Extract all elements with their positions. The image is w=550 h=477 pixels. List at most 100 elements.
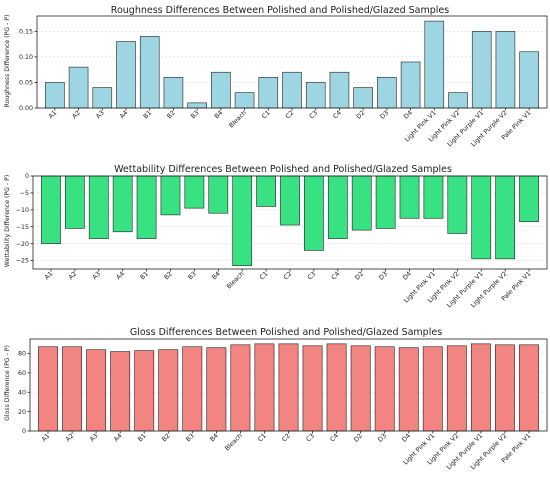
roughness-bar <box>258 77 279 109</box>
wettability-bar <box>519 175 539 222</box>
roughness-x-tick-label: D4 <box>403 109 414 120</box>
roughness-x-tick-label: D3 <box>379 109 390 120</box>
wettability-x-tick-label: C3 <box>306 270 317 281</box>
roughness-bar <box>305 82 326 109</box>
wettability-x-tick-label: B1 <box>139 270 150 281</box>
roughness-bar <box>448 92 468 109</box>
gloss-bar <box>62 346 82 432</box>
roughness-bar <box>329 71 350 109</box>
gloss-bar <box>326 343 347 432</box>
wettability-y-tick-label: −15 <box>16 224 29 231</box>
wettability-x-tick-label: D4 <box>402 270 413 281</box>
roughness-x-tick-label: B1 <box>142 109 153 120</box>
wettability-bar <box>471 175 492 260</box>
gloss-bar <box>134 350 155 432</box>
wettability-bar <box>64 175 85 229</box>
wettability-plot-frame <box>32 175 548 270</box>
wettability-chart-title: Wettability Differences Between Polished… <box>114 164 452 175</box>
roughness-bar <box>139 36 160 109</box>
gloss-bar <box>495 344 515 432</box>
wettability-chart: Wettability Differences Between Polished… <box>4 164 548 309</box>
gloss-y-tick-label: 20 <box>18 409 26 416</box>
roughness-bar <box>471 31 492 109</box>
gloss-x-tick-label: A2 <box>65 432 76 443</box>
gloss-x-tick-label: A4 <box>113 432 124 443</box>
roughness-bar <box>45 82 65 109</box>
roughness-bar <box>353 87 373 109</box>
wettability-bar <box>399 175 420 219</box>
gloss-y-tick-label: 60 <box>18 370 26 377</box>
gloss-x-tick-label: A1 <box>41 432 52 443</box>
gloss-x-tick-label: B2 <box>161 432 172 443</box>
roughness-y-tick-label: 0.00 <box>19 105 33 112</box>
roughness-bar <box>163 77 184 109</box>
wettability-bar <box>184 175 205 209</box>
wettability-y-tick-label: −20 <box>16 241 29 248</box>
wettability-x-tick-label: B2 <box>163 270 174 281</box>
roughness-x-tick-label: B4 <box>213 109 224 120</box>
roughness-bar <box>68 66 89 109</box>
wettability-y-tick-label: −5 <box>20 190 29 197</box>
roughness-bar <box>92 87 113 109</box>
gloss-bar <box>398 347 419 432</box>
wettability-x-tick-label: B3 <box>187 270 198 281</box>
wettability-bar <box>208 175 229 214</box>
wettability-y-tick-label: −25 <box>16 258 29 265</box>
gloss-x-tick-label: B3 <box>185 432 196 443</box>
gloss-bar <box>38 346 58 432</box>
gloss-bar <box>470 343 491 432</box>
roughness-chart: Roughness Differences Between Polished a… <box>4 5 548 148</box>
gloss-bar <box>158 349 179 432</box>
wettability-bar <box>351 175 372 231</box>
gloss-y-tick-label: 0 <box>22 428 26 435</box>
roughness-x-tick-label: B3 <box>190 109 201 120</box>
wettability-x-tick-label: C4 <box>330 270 341 281</box>
wettability-bar <box>327 175 348 239</box>
gloss-bar <box>206 347 227 432</box>
roughness-y-axis-label: Roughness Difference (PG - P) <box>4 15 11 108</box>
wettability-bar <box>232 175 253 266</box>
gloss-bar <box>374 346 395 432</box>
gloss-x-tick-label: C4 <box>329 432 340 443</box>
roughness-y-tick-label: 0.05 <box>19 80 33 87</box>
roughness-bar <box>400 61 421 109</box>
wettability-y-tick-label: 0 <box>25 173 29 180</box>
wettability-x-tick-label: D3 <box>378 270 389 281</box>
wettability-x-tick-label: A2 <box>67 270 78 281</box>
wettability-x-tick-label: Bleach <box>226 270 246 290</box>
gloss-x-tick-label: C3 <box>305 432 316 443</box>
wettability-bar <box>160 175 181 216</box>
gloss-bar <box>86 349 107 432</box>
gloss-x-tick-label: Bleach <box>224 432 244 452</box>
wettability-bar <box>447 175 468 234</box>
roughness-bar <box>424 20 445 109</box>
roughness-y-tick-label: 0.10 <box>19 54 33 61</box>
wettability-x-tick-label: A1 <box>44 270 55 281</box>
gloss-x-tick-label: B4 <box>209 432 220 443</box>
wettability-x-tick-label: D2 <box>354 270 365 281</box>
wettability-y-axis-label: Wettability Difference (PG - P) <box>4 175 11 267</box>
gloss-bar <box>422 346 443 432</box>
gloss-x-tick-label: D3 <box>377 432 388 443</box>
wettability-bar <box>304 175 324 251</box>
roughness-bar <box>377 77 397 109</box>
gloss-bar <box>278 343 299 432</box>
gloss-chart: Gloss Differences Between Polished and P… <box>4 327 548 471</box>
wettability-bar <box>280 175 300 226</box>
wettability-bar <box>423 175 444 219</box>
gloss-x-tick-label: B1 <box>137 432 148 443</box>
roughness-x-tick-label: A3 <box>95 109 106 120</box>
roughness-bar <box>187 102 207 109</box>
roughness-bar <box>495 31 516 109</box>
wettability-bar <box>136 175 157 239</box>
roughness-bar <box>211 71 231 109</box>
gloss-bar <box>302 345 323 432</box>
gloss-bar <box>230 344 251 432</box>
roughness-x-tick-label: A4 <box>119 109 130 120</box>
gloss-bar <box>446 345 467 432</box>
roughness-x-tick-label: C2 <box>285 109 296 120</box>
roughness-x-tick-label: Bleach <box>228 109 248 129</box>
wettability-bar <box>375 175 396 229</box>
wettability-bar <box>112 175 133 233</box>
